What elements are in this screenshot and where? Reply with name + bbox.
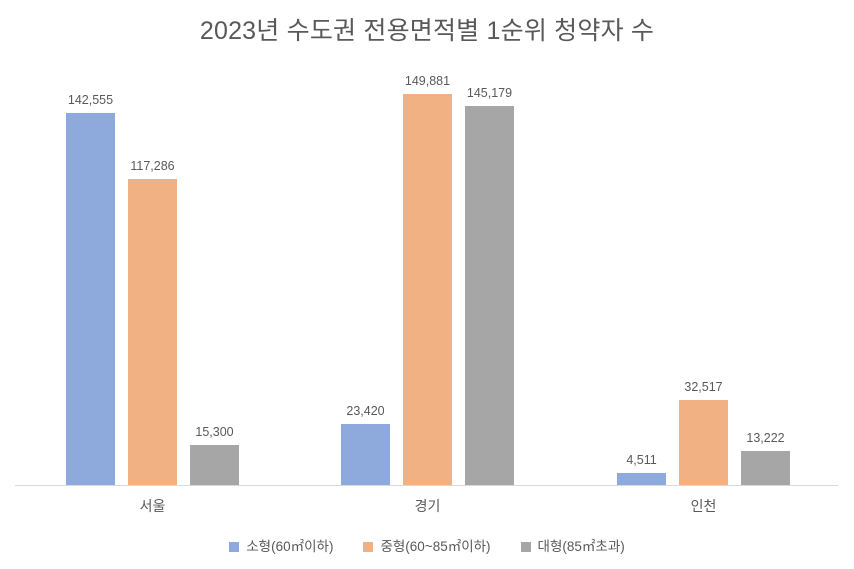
bar-value-label: 145,179	[466, 86, 513, 100]
bar-인천-중형(60~85㎡이하)[interactable]: 32,517	[679, 380, 728, 485]
legend-swatch-icon	[520, 542, 531, 552]
legend-label: 대형(85㎡초과)	[537, 539, 625, 554]
bar-value-label: 15,300	[195, 425, 234, 439]
bar-인천-대형(85㎡초과)[interactable]: 13,222	[741, 431, 790, 485]
bar-서울-대형(85㎡초과)[interactable]: 15,300	[190, 425, 239, 485]
bar-경기-소형(60㎡이하)[interactable]: 23,420	[341, 404, 390, 485]
chart-legend: 소형(60㎡이하) 중형(60~85㎡이하) 대형(85㎡초과)	[0, 538, 854, 556]
bar-서울-소형(60㎡이하)[interactable]: 142,555	[66, 93, 115, 485]
bar-value-label: 32,517	[684, 380, 723, 394]
legend-label: 중형(60~85㎡이하)	[380, 539, 491, 554]
bar-value-label: 117,286	[130, 159, 175, 173]
legend-item-중형(60~85㎡이하)[interactable]: 중형(60~85㎡이하)	[363, 538, 491, 556]
bar-value-label: 23,420	[346, 404, 385, 418]
bar-value-label: 142,555	[67, 93, 114, 107]
category-label-경기: 경기	[414, 498, 441, 514]
legend-swatch-icon	[229, 542, 240, 552]
bar-경기-중형(60~85㎡이하)[interactable]: 149,881	[403, 74, 452, 485]
legend-label: 소형(60㎡이하)	[246, 539, 334, 554]
category-label-인천: 인천	[690, 498, 717, 514]
bar-value-label: 13,222	[746, 431, 785, 445]
legend-item-대형(85㎡초과)[interactable]: 대형(85㎡초과)	[520, 538, 625, 556]
bar-서울-중형(60~85㎡이하)[interactable]: 117,286	[128, 159, 177, 485]
bar-value-label: 149,881	[404, 74, 451, 88]
plot-area: 142,555 117,286 15,300 23,420 149,881 145,179…	[15, 74, 838, 486]
category-label-서울: 서울	[139, 498, 166, 514]
bar-인천-소형(60㎡이하)[interactable]: 4,511	[617, 453, 666, 485]
bar-경기-대형(85㎡초과)[interactable]: 145,179	[465, 86, 514, 485]
legend-item-소형(60㎡이하)[interactable]: 소형(60㎡이하)	[229, 538, 333, 556]
x-axis-line	[15, 485, 838, 486]
bar-value-label: 4,511	[626, 453, 657, 467]
chart-title: 2023년 수도권 전용면적별 1순위 청약자 수	[199, 17, 655, 45]
legend-swatch-icon	[363, 542, 374, 552]
